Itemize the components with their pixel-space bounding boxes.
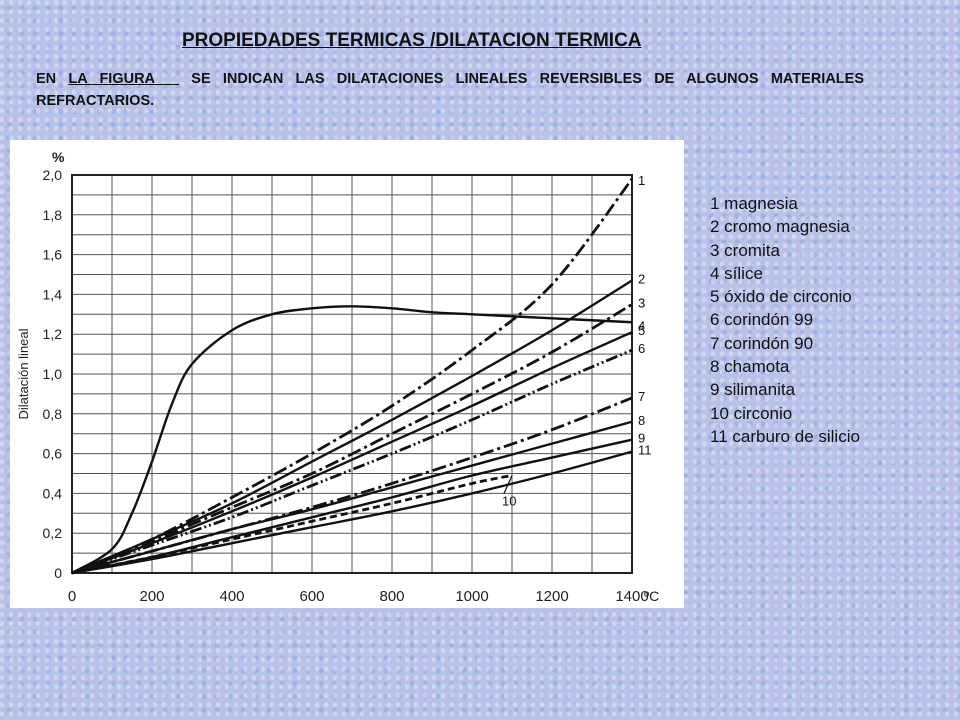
series-label: 1 (638, 173, 645, 188)
page-title: PROPIEDADES TERMICAS /DILATACION TERMICA (182, 30, 642, 51)
thermal-expansion-chart: 0 200 400 600 800 1000 1200 1400 0 0,2 0,4 0,6 0,8 1,… (10, 140, 684, 608)
legend-item: 10 circonio (710, 403, 793, 423)
y-tick-label: 2,0 (43, 167, 63, 183)
x-tick-label: 200 (139, 588, 164, 605)
y-tick-label: 0,8 (43, 406, 63, 422)
series-label: 10 (502, 493, 516, 508)
series-label: 4 (638, 318, 645, 333)
intro-text-start: EN (36, 71, 69, 87)
x-tick-label: 600 (299, 588, 324, 605)
series-labels: 1 2 3 45 6 7 8 9 10 11 (502, 173, 652, 509)
chart-svg: 0 200 400 600 800 1000 1200 1400 0 0,2 0,4 0,6 0,8 1,… (16, 149, 659, 605)
legend-item: 7 corindón 90 (710, 333, 814, 353)
y-unit-label: % (52, 149, 65, 165)
legend-item: 8 chamota (710, 357, 790, 377)
series-line (71, 474, 513, 575)
legend-item: 4 sílice (710, 263, 763, 283)
series-label: 7 (638, 389, 645, 404)
y-tick-label: 1,2 (43, 326, 63, 342)
y-tick-label: 0,4 (43, 485, 63, 501)
legend-item: 3 cromita (710, 240, 780, 260)
y-axis-title: Dilatación lineal (16, 328, 31, 419)
legend: 1 magnesia 2 cromo magnesia 3 cromita 4 … (710, 192, 860, 448)
series-label: 3 (638, 295, 645, 310)
series-line (71, 450, 633, 575)
series-line (71, 420, 633, 575)
series-label: 6 (638, 341, 645, 356)
legend-item: 5 óxido de circonio (710, 287, 852, 307)
y-tick-label: 0,6 (43, 446, 63, 462)
axes (71, 174, 633, 574)
legend-item: 2 cromo magnesia (710, 217, 850, 237)
tick-labels: 0 200 400 600 800 1000 1200 1400 0 0,2 0,4 0,6 0,8 1,… (43, 167, 649, 605)
x-tick-label: 0 (68, 588, 76, 605)
intro-text: EN LA FIGURA SE INDICAN LAS DILATACIONES… (36, 68, 864, 112)
y-tick-label: 1,6 (43, 247, 63, 263)
series-line (71, 279, 633, 575)
series-label: 2 (638, 271, 645, 286)
series-label: 9 (638, 431, 645, 446)
series-label: 8 (638, 413, 645, 428)
figure-reference: LA FIGURA (68, 71, 180, 87)
series-line (71, 303, 633, 575)
x-tick-label: 800 (379, 588, 404, 605)
x-tick-label: 400 (219, 588, 244, 605)
y-tick-label: 1,0 (43, 366, 63, 382)
series-line (71, 348, 633, 575)
x-tick-label: 1200 (535, 588, 568, 605)
x-tick-label: 1400 (615, 588, 648, 605)
y-tick-label: 0 (54, 565, 62, 581)
legend-item: 9 silimanita (710, 380, 796, 400)
series-label: 11 (638, 443, 652, 458)
legend-item: 6 corindón 99 (710, 310, 814, 330)
plot-frame (71, 174, 633, 574)
x-unit-label: ºC (644, 588, 659, 604)
y-tick-label: 1,4 (43, 286, 63, 302)
intro-text-end: SE INDICAN LAS DILATACIONES LINEALES REV… (36, 71, 865, 109)
series-label-leader (503, 475, 513, 494)
legend-item: 1 magnesia (710, 194, 798, 213)
series-lines (71, 178, 634, 575)
series-label: 5 (638, 323, 645, 338)
series-line (71, 331, 633, 575)
y-tick-label: 0,2 (43, 525, 63, 541)
y-tick-label: 1,8 (43, 207, 63, 223)
series-line (71, 305, 633, 575)
legend-item: 11 carburo de silicio (710, 426, 860, 446)
x-tick-label: 1000 (455, 588, 488, 605)
